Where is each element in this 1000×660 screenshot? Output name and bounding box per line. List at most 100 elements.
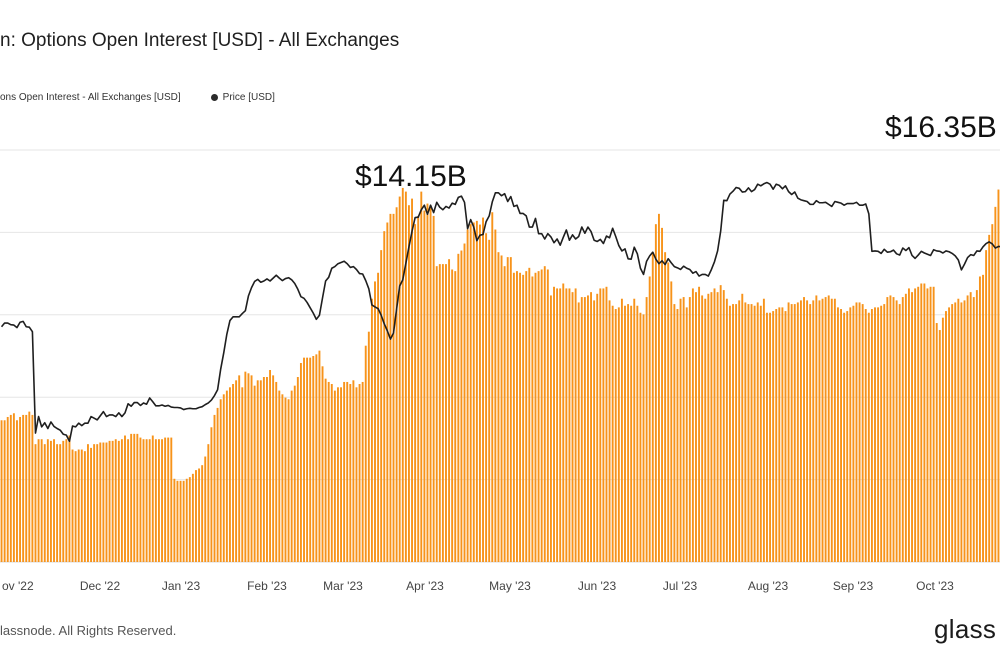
bar [142,439,145,562]
bar [457,253,460,562]
bar [136,433,139,562]
copyright-footer: lassnode. All Rights Reserved. [0,623,177,638]
bar [772,311,775,562]
bar [874,307,876,562]
bar [710,292,713,562]
x-tick-label: Mar '23 [323,579,363,593]
bar [290,390,293,562]
chart-plot: ov '22 Dec '22 Jan '23 Feb '23 Mar '23 Apr '2… [0,111,1000,593]
bar [815,295,818,562]
bar [654,224,657,562]
bar [627,304,630,562]
bar [846,311,849,562]
bar [630,305,633,562]
bar [639,312,642,562]
bar [340,387,342,562]
x-axis: ov '22 Dec '22 Jan '23 Feb '23 Mar '23 Apr '2… [2,579,954,593]
bar [463,243,466,562]
bar [852,305,855,562]
bar [247,373,250,562]
x-tick-label: Apr '23 [406,579,444,593]
bar [657,213,660,563]
bar [306,357,309,562]
x-tick-label: ov '22 [2,579,34,593]
bar [435,266,438,562]
bar [732,304,734,562]
bar [861,304,864,562]
bar [954,302,957,562]
bar [269,370,272,562]
bar [605,286,608,562]
bar [460,250,463,562]
bar [272,375,275,562]
bar [901,297,904,562]
bar [139,437,142,562]
bar [485,233,488,562]
bar [170,437,173,562]
chart-title: n: Options Open Interest [USD] - All Exc… [0,30,400,51]
bar [266,377,268,562]
bar [198,468,201,562]
bar [571,292,574,562]
bar [877,307,880,562]
bar [775,309,778,562]
bar [929,286,932,562]
bar [577,302,580,562]
bar [293,385,296,562]
bar [438,264,441,562]
bar [651,252,654,562]
bar [948,307,951,562]
bar [889,295,892,562]
bar [522,274,525,562]
bar [114,439,117,562]
chart-legend: ons Open Interest - All Exchanges [USD] … [0,92,275,103]
bar [534,272,537,562]
bar [173,478,176,562]
price-line [0,181,1000,443]
bar [228,387,231,562]
x-tick-label: Aug '23 [748,579,789,593]
bar [614,309,617,562]
bar [503,266,506,562]
bar [781,307,784,562]
bar [401,187,404,562]
x-tick-label: Feb '23 [247,579,287,593]
bar [988,234,991,562]
bar [179,480,182,562]
bar [997,189,1000,563]
bar [127,439,130,562]
bar [670,281,673,562]
bar [392,213,395,563]
bar [673,304,676,562]
bar [34,444,37,562]
legend-item-price[interactable]: Price [USD] [222,92,275,103]
bar-series [0,187,1000,563]
bar [108,440,111,562]
legend-item-open-interest[interactable]: ons Open Interest - All Exchanges [USD] [0,92,181,103]
bar [803,297,805,562]
bar [441,264,444,562]
bar [553,286,555,562]
bar [738,300,741,562]
bar [361,381,364,562]
bar [593,300,596,562]
bar [352,380,355,562]
bar [880,305,883,562]
bar [151,435,154,562]
bar [624,305,626,562]
bar [642,314,645,562]
bar [83,451,86,562]
glassnode-logo[interactable]: glass [934,614,997,644]
bar [80,449,83,562]
bar [531,276,534,562]
bar [370,298,373,562]
bar [0,420,3,562]
bar [574,288,577,562]
bar [886,297,889,562]
bar [309,357,312,562]
bar [698,286,701,562]
bar [102,442,105,562]
bar [568,288,571,562]
x-tick-label: Jun '23 [578,579,617,593]
bar [395,207,398,562]
